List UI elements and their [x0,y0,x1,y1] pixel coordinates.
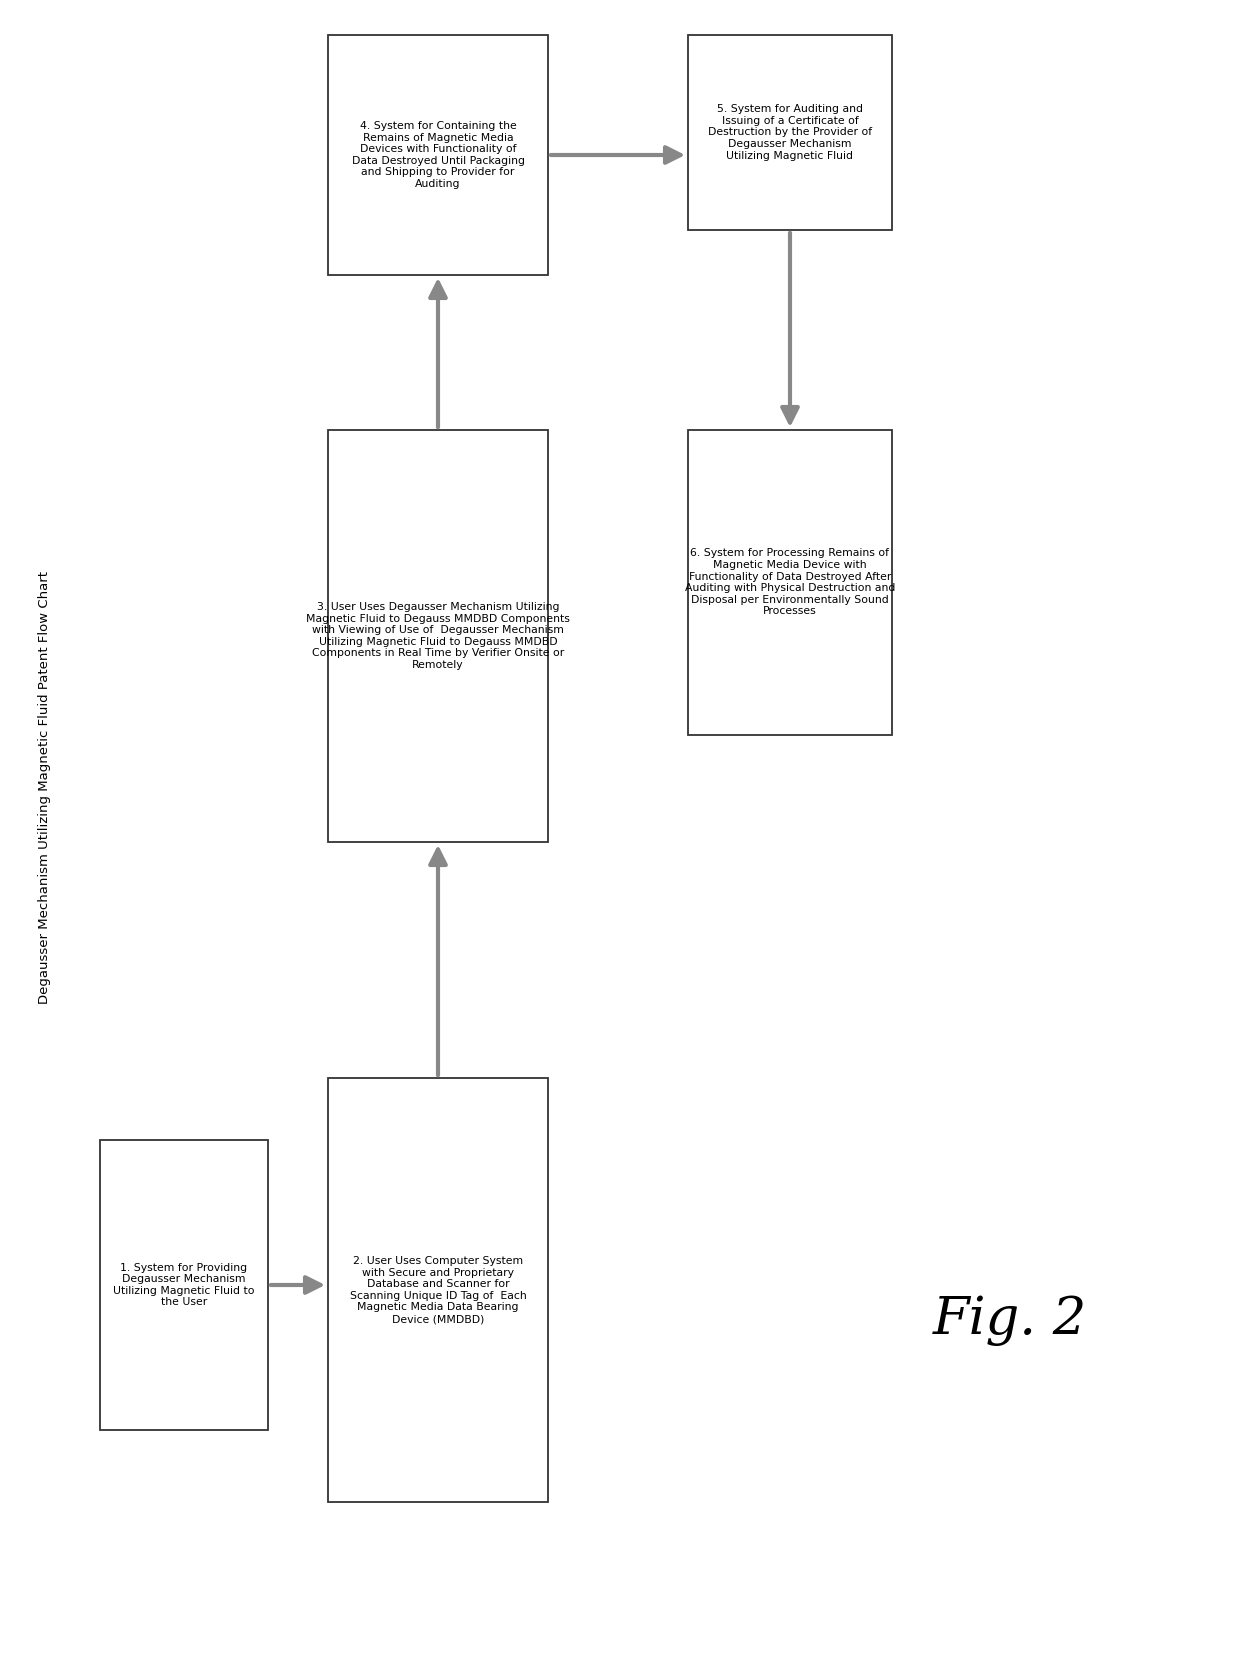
Text: Degausser Mechanism Utilizing Magnetic Fluid Patent Flow Chart: Degausser Mechanism Utilizing Magnetic F… [38,572,52,1004]
Text: 6. System for Processing Remains of
Magnetic Media Device with
Functionality of : 6. System for Processing Remains of Magn… [684,548,895,617]
Text: 1. System for Providing
Degausser Mechanism
Utilizing Magnetic Fluid to
the User: 1. System for Providing Degausser Mechan… [113,1262,254,1307]
FancyBboxPatch shape [329,431,548,841]
FancyBboxPatch shape [100,1140,268,1430]
Text: Fig. 2: Fig. 2 [932,1294,1087,1346]
FancyBboxPatch shape [688,431,892,736]
FancyBboxPatch shape [329,1078,548,1502]
Text: 3. User Uses Degausser Mechanism Utilizing
Magnetic Fluid to Degauss MMDBD Compo: 3. User Uses Degausser Mechanism Utilizi… [306,602,570,670]
Text: 2. User Uses Computer System
with Secure and Proprietary
Database and Scanner fo: 2. User Uses Computer System with Secure… [350,1255,526,1324]
Text: 5. System for Auditing and
Issuing of a Certificate of
Destruction by the Provid: 5. System for Auditing and Issuing of a … [708,104,872,161]
Text: 4. System for Containing the
Remains of Magnetic Media
Devices with Functionalit: 4. System for Containing the Remains of … [351,121,525,189]
FancyBboxPatch shape [329,35,548,275]
FancyBboxPatch shape [688,35,892,230]
